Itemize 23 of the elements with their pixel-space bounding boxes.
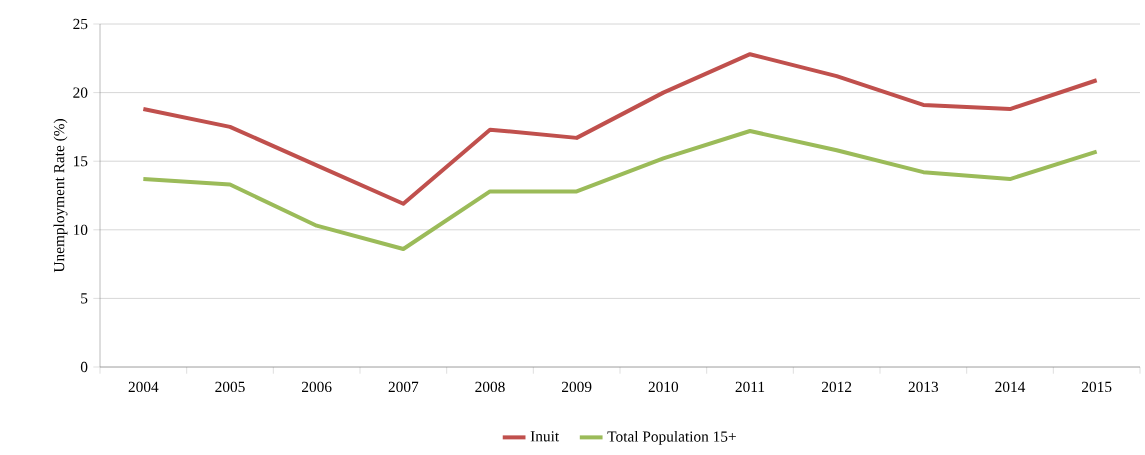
line-series: [141, 129, 1099, 252]
line-series: [141, 52, 1099, 206]
x-tick-label: 2010: [648, 381, 679, 393]
y-tick-label: 10: [73, 224, 88, 235]
x-tick-label: 2014: [995, 381, 1026, 393]
x-tick-label: 2004: [128, 381, 159, 393]
x-tick-label: 2006: [302, 381, 332, 393]
y-tick-label: 5: [81, 293, 88, 304]
x-tick-label: 2007: [388, 381, 419, 393]
x-tick-label: 2011: [735, 381, 765, 393]
y-tick-label: 0: [80, 361, 88, 373]
x-tick-label: 2005: [215, 381, 245, 393]
x-tick-label: 2009: [562, 381, 592, 393]
y-tick-label: 20: [73, 87, 88, 98]
y-tick-label: 15: [73, 156, 88, 167]
y-axis-title: Unemployment Rate (%): [53, 119, 68, 273]
x-tick-label: 2013: [908, 381, 939, 393]
legend-label: Total Population 15+: [607, 430, 736, 445]
legend-label: Inuit: [530, 431, 560, 442]
y-tick-label: 25: [73, 18, 88, 30]
x-tick-label: 2012: [822, 381, 852, 393]
x-tick-label: 2015: [1082, 381, 1112, 393]
x-tick-label: 2008: [475, 381, 505, 393]
